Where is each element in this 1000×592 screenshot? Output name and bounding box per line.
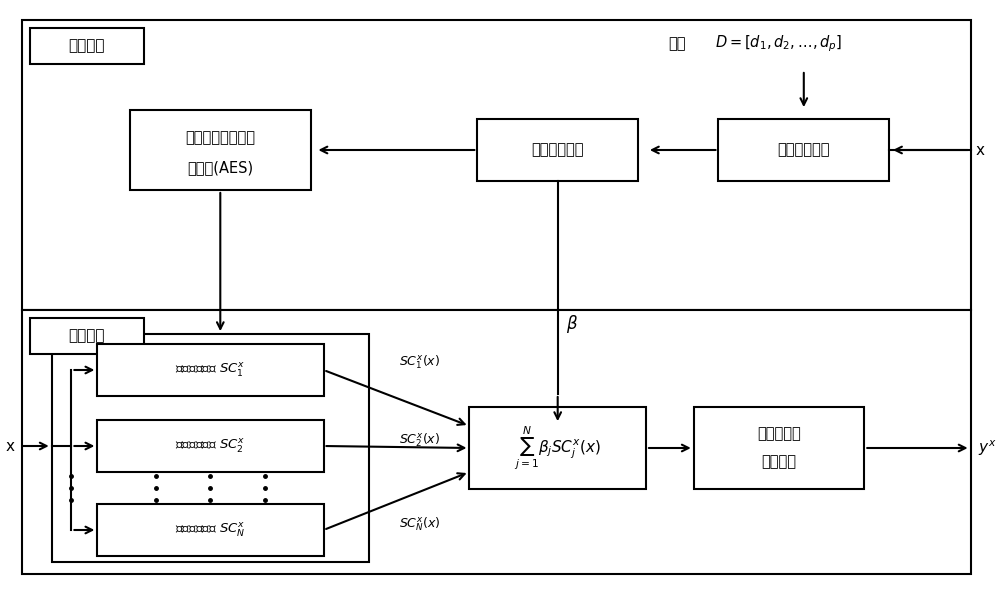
Text: $SC_N^x(x)$: $SC_N^x(x)$ [399,515,441,533]
Text: x: x [976,143,985,157]
Text: $D=[d_1,d_2,\ldots,d_p]$: $D=[d_1,d_2,\ldots,d_p]$ [715,34,843,54]
Text: 第一阶段: 第一阶段 [69,38,105,53]
Text: $SC_2^x(x)$: $SC_2^x(x)$ [399,431,440,449]
Text: 提取非零系数: 提取非零系数 [531,143,584,157]
Bar [30,28,144,64]
Bar [469,407,646,489]
Bar [694,407,864,489]
Text: 字典: 字典 [668,37,686,52]
Bar [22,310,971,574]
Bar [718,119,889,181]
Bar [97,344,324,396]
Bar [52,334,369,562]
Text: 原子集成系统 $SC_2^x$: 原子集成系统 $SC_2^x$ [175,437,246,455]
Bar [30,318,144,354]
Text: $\sum_{j=1}^{N}\beta_j SC_j^x(x)$: $\sum_{j=1}^{N}\beta_j SC_j^x(x)$ [514,424,601,472]
Text: 应的类别: 应的类别 [761,455,796,469]
Text: 成系统(AES): 成系统(AES) [187,160,253,175]
Bar [477,119,638,181]
Text: 计算稀疏系数: 计算稀疏系数 [778,143,830,157]
Text: 第二阶段: 第二阶段 [69,329,105,343]
Text: 提取对应的原子集: 提取对应的原子集 [185,130,255,146]
Text: 取最大値对: 取最大値对 [757,426,801,442]
Text: x: x [5,439,14,453]
Bar [97,504,324,556]
Bar [130,110,311,190]
Text: $SC_1^x(x)$: $SC_1^x(x)$ [399,353,440,371]
Text: 原子集成系统 $SC_1^x$: 原子集成系统 $SC_1^x$ [175,361,246,379]
Text: 原子集成系统 $SC_N^x$: 原子集成系统 $SC_N^x$ [175,521,246,539]
Bar [97,420,324,472]
Text: $y^x$: $y^x$ [978,438,997,458]
Bar [22,20,971,310]
Text: $\beta$: $\beta$ [566,313,578,335]
